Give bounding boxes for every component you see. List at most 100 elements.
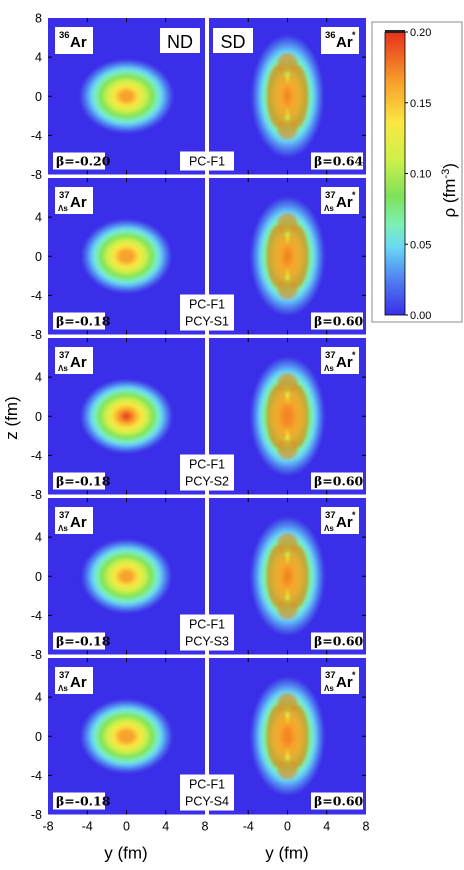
sd-density-lobe (266, 544, 289, 608)
excited-star: * (352, 350, 356, 360)
beta-label-box (53, 472, 105, 490)
beta-value: β=0.60 (314, 474, 364, 489)
sd-panel-row-2 (209, 178, 366, 335)
x-tick-label: 8 (363, 820, 370, 834)
x-tick-label: -4 (243, 820, 254, 834)
sd-density-lobe (277, 599, 298, 620)
sd-density-lobe (277, 693, 298, 713)
mass-number: 37 (59, 350, 70, 361)
x-tick-label: 8 (202, 820, 209, 834)
hyperon-subscript: Λs (324, 524, 334, 533)
y-tick-label: -4 (31, 449, 42, 463)
y-tick-label: 0 (35, 730, 42, 744)
hyperon-subscript: Λs (58, 204, 68, 213)
mass-number: 36 (59, 30, 70, 41)
excited-star: * (352, 670, 356, 680)
beta-label-box (53, 312, 105, 330)
y-tick-label: -4 (31, 609, 42, 623)
x-axis-title: y (fm) (104, 844, 147, 863)
beta-label-box (311, 472, 363, 490)
mass-number: 37 (59, 190, 70, 201)
sd-density-lobe (286, 384, 309, 448)
element-symbol: Ar (70, 514, 87, 531)
y-axis-title: z (fm) (2, 396, 21, 439)
force-name: PC-F1 (189, 458, 225, 472)
sd-density-lobe (266, 64, 289, 128)
sd-nucleus-label: 37 Λs Ar * (321, 667, 359, 694)
force-label-box (180, 294, 234, 331)
panel-ticks (48, 18, 366, 175)
beta-nd-label: β=-0.18 (53, 792, 111, 810)
colorbar-tick-label: 0.20 (410, 27, 431, 39)
force-label: PC-F1 PCY-S2 (180, 454, 234, 491)
panel-ticks (48, 178, 366, 335)
element-symbol: Ar (336, 34, 353, 51)
beta-label-box (311, 792, 363, 810)
sd-density-lobe (277, 119, 298, 140)
nucleus-label-box (321, 27, 359, 54)
beta-nd-label: β=-0.18 (53, 472, 111, 490)
element-symbol: Ar (336, 194, 353, 211)
force-label: PC-F1 PCY-S1 (180, 294, 234, 331)
y-tick-label: -8 (31, 648, 42, 662)
nucleus-label-box (321, 347, 359, 374)
sd-density-lobe (277, 279, 298, 300)
beta-value: β=-0.18 (56, 634, 111, 649)
colorbar-cap (385, 30, 405, 33)
y-tick-label: -4 (31, 769, 42, 783)
force-name: PC-F1 (189, 778, 225, 792)
beta-value: β=-0.18 (56, 314, 111, 329)
beta-label-box (53, 632, 105, 650)
beta-nd-label: β=-0.18 (53, 632, 111, 650)
hyperon-subscript: Λs (58, 364, 68, 373)
sd-density-lobe (266, 224, 289, 288)
beta-label-box (311, 632, 363, 650)
force-label: PC-F1 (180, 151, 234, 171)
beta-value: β=-0.18 (56, 474, 111, 489)
y-tick-label: 4 (35, 51, 42, 65)
excited-star: * (352, 30, 356, 40)
beta-value: β=0.64 (314, 154, 364, 169)
y-tick-label: 0 (35, 250, 42, 264)
axes: 840-4-840-4-840-4-840-4-840-4-8-8 -4 0 4 8 -4… (2, 12, 370, 863)
sd-panel-row-3 (209, 338, 366, 495)
nucleus-label-box (55, 187, 93, 214)
nd-density-blob (80, 699, 173, 774)
sd-density-lobe (286, 704, 309, 768)
nucleus-label-box (55, 347, 93, 374)
force-name: PCY-S1 (185, 315, 229, 329)
hyperon-subscript: Λs (324, 204, 334, 213)
sd-density-lobe (286, 544, 309, 608)
beta-sd-label: β=0.60 (311, 792, 364, 810)
mass-number: 37 (325, 190, 336, 201)
force-label-box (180, 151, 234, 171)
column-label-nd: ND (160, 28, 200, 53)
element-symbol: Ar (336, 354, 353, 371)
beta-value: β=-0.18 (56, 794, 111, 809)
mass-number: 37 (59, 670, 70, 681)
x-tick-label: 4 (323, 820, 330, 834)
beta-value: β=0.60 (314, 314, 364, 329)
y-tick-label: -4 (31, 129, 42, 143)
force-label-box (180, 454, 234, 491)
y-tick-label: 4 (35, 371, 42, 385)
colorbar-tick-label: 0.10 (410, 169, 431, 181)
nd-nucleus-label: 37 Λs Ar (55, 187, 93, 214)
colorbar-tick-label: 0.05 (410, 239, 431, 251)
nucleus-label-box (321, 187, 359, 214)
force-name: PCY-S2 (185, 475, 229, 489)
x-tick-label: 0 (123, 820, 130, 834)
sd-density-lobe (277, 533, 298, 553)
y-tick-label: -8 (31, 328, 42, 342)
sd-panel-row-1 (209, 18, 366, 175)
force-label-box (180, 774, 234, 811)
panel-ticks (48, 498, 366, 655)
hyperon-subscript: Λs (58, 524, 68, 533)
excited-star: * (352, 190, 356, 200)
element-symbol: Ar (70, 354, 87, 371)
beta-label-box (53, 152, 105, 170)
x-axis-title: y (fm) (265, 844, 308, 863)
column-label-text: ND (167, 32, 193, 52)
beta-label-box (311, 152, 363, 170)
